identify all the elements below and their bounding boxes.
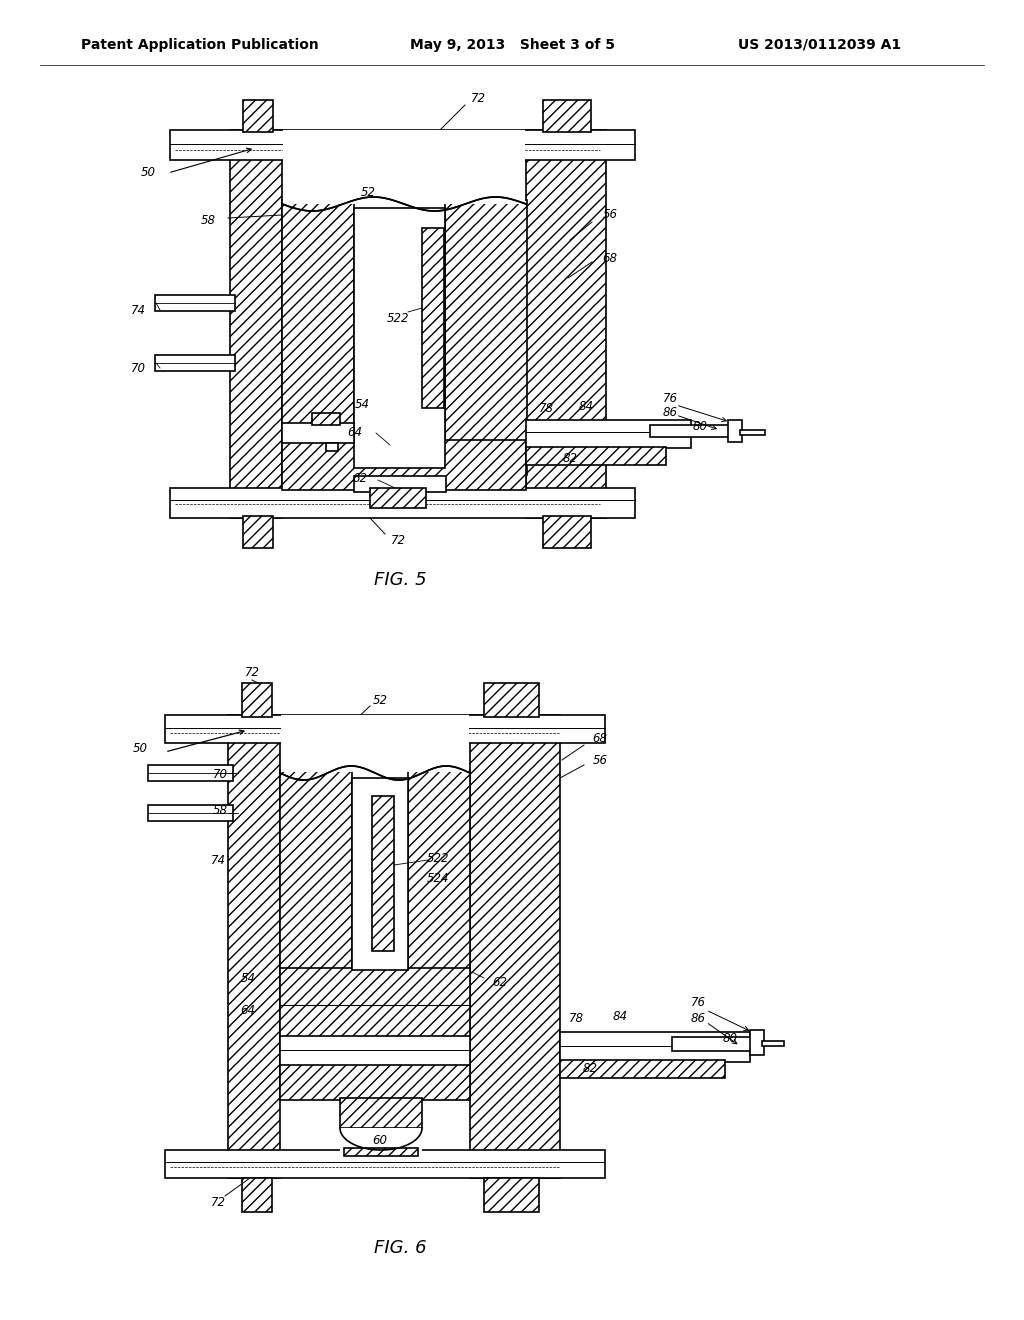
Text: 84: 84 — [612, 1010, 628, 1023]
Bar — [165, 1150, 605, 1177]
Text: 76: 76 — [663, 392, 678, 404]
Bar — [340, 1098, 422, 1129]
Bar — [526, 129, 606, 517]
Bar — [228, 715, 280, 1177]
Text: 524: 524 — [427, 871, 450, 884]
Text: 72: 72 — [390, 533, 406, 546]
Text: 64: 64 — [347, 425, 362, 438]
Text: 50: 50 — [140, 166, 156, 180]
Bar — [543, 516, 591, 548]
Bar — [750, 1030, 764, 1055]
Bar — [243, 100, 273, 132]
Bar — [340, 1129, 422, 1152]
Text: US 2013/0112039 A1: US 2013/0112039 A1 — [738, 38, 901, 51]
Bar — [422, 228, 444, 408]
Text: 52: 52 — [360, 186, 376, 198]
Text: 68: 68 — [593, 731, 607, 744]
Text: 70: 70 — [213, 768, 227, 781]
Bar — [326, 444, 338, 451]
Bar — [283, 129, 525, 205]
Text: 68: 68 — [602, 252, 617, 264]
Bar — [170, 488, 635, 517]
Text: 54: 54 — [354, 399, 370, 412]
Text: 56: 56 — [602, 209, 617, 222]
Text: 82: 82 — [583, 1061, 597, 1074]
Bar — [155, 355, 234, 371]
Text: 60: 60 — [373, 1134, 387, 1147]
Bar — [243, 516, 273, 548]
Bar — [445, 201, 527, 475]
Bar — [280, 770, 352, 970]
Bar — [354, 477, 446, 492]
Bar — [560, 1032, 750, 1063]
Text: FIG. 5: FIG. 5 — [374, 572, 426, 589]
Text: 64: 64 — [241, 1003, 256, 1016]
Bar — [282, 422, 354, 444]
Bar — [282, 201, 354, 425]
Text: 84: 84 — [579, 400, 594, 412]
Bar — [352, 777, 408, 970]
Bar — [312, 413, 340, 425]
Text: 76: 76 — [690, 995, 706, 1008]
Bar — [280, 1036, 470, 1068]
Bar — [408, 770, 470, 970]
Text: 62: 62 — [352, 471, 368, 484]
Bar — [526, 420, 691, 447]
Bar — [484, 682, 539, 717]
Bar — [526, 447, 666, 465]
Bar — [728, 420, 742, 442]
Bar — [344, 1148, 418, 1156]
Text: 58: 58 — [213, 804, 227, 817]
Bar — [148, 805, 233, 821]
Bar — [560, 1060, 725, 1078]
Text: 62: 62 — [493, 975, 508, 989]
Text: 54: 54 — [241, 972, 256, 985]
Text: FIG. 6: FIG. 6 — [374, 1239, 426, 1257]
Bar — [672, 1038, 752, 1051]
Text: Patent Application Publication: Patent Application Publication — [81, 38, 318, 51]
Text: 72: 72 — [470, 91, 485, 104]
Text: 82: 82 — [562, 451, 578, 465]
Text: 86: 86 — [690, 1011, 706, 1024]
Bar — [148, 766, 233, 781]
Bar — [165, 715, 605, 743]
Text: 56: 56 — [593, 754, 607, 767]
Text: 86: 86 — [663, 405, 678, 418]
Bar — [543, 100, 591, 132]
Bar — [354, 209, 445, 469]
Bar — [280, 1065, 470, 1100]
Text: 72: 72 — [211, 1196, 225, 1209]
Bar — [155, 294, 234, 312]
Text: 72: 72 — [245, 665, 259, 678]
Bar — [762, 1041, 784, 1045]
Text: May 9, 2013   Sheet 3 of 5: May 9, 2013 Sheet 3 of 5 — [410, 38, 614, 51]
Bar — [372, 796, 394, 950]
Text: 50: 50 — [132, 742, 147, 755]
Bar — [242, 682, 272, 717]
Bar — [170, 129, 635, 160]
Text: 80: 80 — [723, 1031, 737, 1044]
Text: 78: 78 — [568, 1011, 584, 1024]
Bar — [230, 129, 282, 517]
Bar — [281, 715, 469, 772]
Text: 74: 74 — [211, 854, 225, 866]
Text: 78: 78 — [539, 401, 554, 414]
Bar — [280, 968, 470, 1038]
Text: 74: 74 — [130, 304, 145, 317]
Text: 70: 70 — [130, 362, 145, 375]
Bar — [740, 430, 765, 436]
Text: 58: 58 — [201, 214, 215, 227]
Bar — [370, 488, 426, 508]
Bar — [650, 425, 730, 437]
Bar — [470, 715, 560, 1177]
Bar — [282, 440, 526, 490]
Text: 52: 52 — [373, 693, 387, 706]
Text: 522: 522 — [387, 312, 410, 325]
Text: 80: 80 — [692, 420, 708, 433]
Text: 522: 522 — [427, 851, 450, 865]
Bar — [242, 1177, 272, 1212]
Bar — [484, 1177, 539, 1212]
